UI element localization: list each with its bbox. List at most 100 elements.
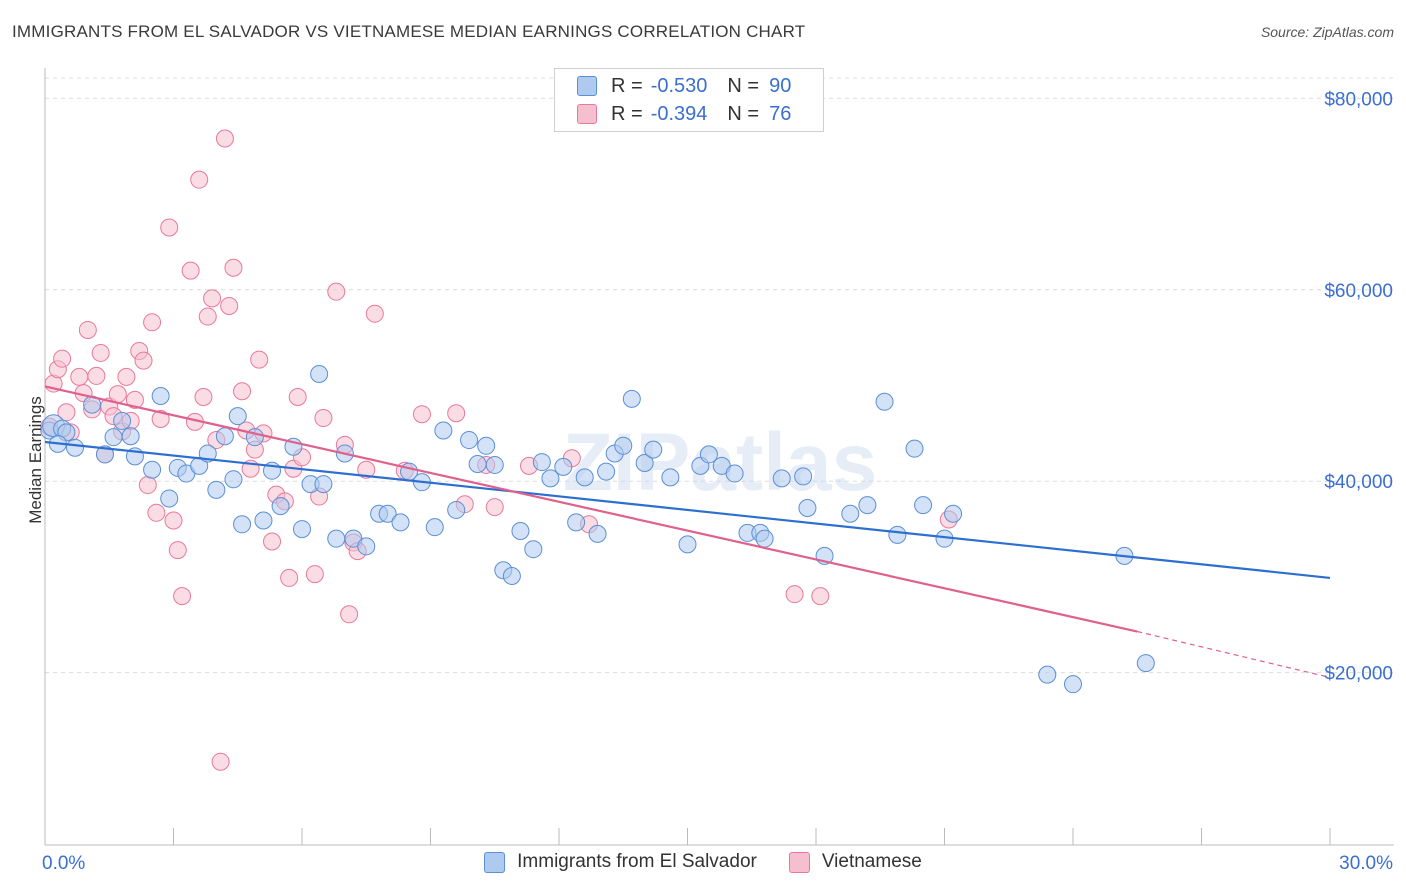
data-point-vietnamese xyxy=(194,387,213,406)
data-point-vietnamese xyxy=(198,307,217,326)
r-label: R = xyxy=(611,74,643,97)
data-point-el-salvador xyxy=(104,428,123,447)
data-point-el-salvador xyxy=(425,518,444,537)
data-point-el-salvador xyxy=(644,440,663,459)
y-tick-label: $60,000 xyxy=(1324,281,1393,302)
data-point-el-salvador xyxy=(485,455,504,474)
data-point-el-salvador xyxy=(794,467,813,486)
data-point-el-salvador xyxy=(661,468,680,487)
data-point-el-salvador xyxy=(914,496,933,515)
data-point-vietnamese xyxy=(447,404,466,423)
data-point-vietnamese xyxy=(263,532,282,551)
data-point-vietnamese xyxy=(412,405,431,424)
data-point-vietnamese xyxy=(70,367,89,386)
data-point-el-salvador xyxy=(875,392,894,411)
data-point-vietnamese xyxy=(211,752,230,771)
data-point-vietnamese xyxy=(785,585,804,604)
r-value: -0.530 xyxy=(650,74,708,97)
data-point-el-salvador xyxy=(614,436,633,455)
data-point-el-salvador xyxy=(233,515,252,534)
data-point-el-salvador xyxy=(310,365,329,383)
y-tick-label: $20,000 xyxy=(1324,664,1393,685)
data-point-vietnamese xyxy=(91,343,110,362)
data-point-vietnamese xyxy=(250,350,269,369)
legend-item-el-salvador: Immigrants from El Salvador xyxy=(484,851,757,873)
data-point-el-salvador xyxy=(597,462,616,481)
legend-row-vietnamese: R = -0.394 N = 76 xyxy=(577,101,791,127)
data-point-el-salvador xyxy=(502,566,521,585)
data-point-el-salvador xyxy=(858,496,877,515)
data-point-vietnamese xyxy=(147,503,166,522)
data-point-vietnamese xyxy=(220,297,239,316)
data-point-vietnamese xyxy=(314,409,333,428)
data-point-el-salvador xyxy=(434,421,453,440)
data-point-vietnamese xyxy=(164,511,183,530)
data-point-el-salvador xyxy=(798,499,817,518)
data-point-vietnamese xyxy=(365,304,384,323)
n-label: N = xyxy=(727,74,760,97)
data-point-el-salvador xyxy=(215,427,234,446)
y-axis-label: Median Earnings xyxy=(26,396,45,524)
data-point-el-salvador xyxy=(151,387,170,406)
data-point-el-salvador xyxy=(207,480,226,499)
trend-line-el-salvador xyxy=(44,440,1331,580)
source-credit: Source: ZipAtlas.com xyxy=(1260,24,1394,40)
data-point-vietnamese xyxy=(485,498,504,517)
data-point-vietnamese xyxy=(117,367,136,386)
data-point-vietnamese xyxy=(327,282,346,301)
data-point-el-salvador xyxy=(725,464,744,483)
data-point-el-salvador xyxy=(271,497,290,516)
data-point-el-salvador xyxy=(160,489,179,508)
data-point-vietnamese xyxy=(181,261,200,280)
data-point-vietnamese xyxy=(280,568,299,587)
chart-title: IMMIGRANTS FROM EL SALVADOR VS VIETNAMES… xyxy=(12,22,806,41)
r-label: R = xyxy=(611,102,643,125)
data-point-vietnamese xyxy=(305,565,324,584)
data-point-vietnamese xyxy=(125,390,144,409)
data-point-el-salvador xyxy=(1064,675,1082,694)
data-point-el-salvador xyxy=(678,535,697,554)
data-point-vietnamese xyxy=(173,587,192,606)
data-point-vietnamese xyxy=(340,605,359,624)
data-point-vietnamese xyxy=(224,258,243,277)
data-point-el-salvador xyxy=(378,504,397,523)
data-point-el-salvador xyxy=(228,407,247,426)
y-tick-label: $40,000 xyxy=(1324,472,1393,493)
axes xyxy=(44,68,1394,846)
data-point-vietnamese xyxy=(357,460,376,479)
grid-lines xyxy=(45,77,1394,674)
data-point-vietnamese xyxy=(151,409,170,428)
data-point-vietnamese xyxy=(233,382,252,401)
el-salvador-points xyxy=(40,365,1155,694)
data-point-vietnamese xyxy=(87,366,106,385)
data-point-vietnamese xyxy=(138,476,157,495)
legend-item-vietnamese: Vietnamese xyxy=(788,851,922,873)
data-point-el-salvador xyxy=(554,457,573,476)
data-point-vietnamese xyxy=(811,587,830,606)
data-point-vietnamese xyxy=(53,349,72,368)
data-point-vietnamese xyxy=(203,289,222,308)
trend-line-vietnamese xyxy=(44,385,1138,633)
data-point-el-salvador xyxy=(541,469,560,488)
data-point-el-salvador xyxy=(944,504,963,523)
data-point-el-salvador xyxy=(588,524,607,543)
data-point-vietnamese xyxy=(78,320,97,339)
data-point-vietnamese xyxy=(288,387,307,406)
series-legend: Immigrants from El Salvador Vietnamese xyxy=(0,851,1406,873)
legend-label: Immigrants from El Salvador xyxy=(517,851,757,872)
data-point-vietnamese xyxy=(190,170,209,189)
tick-labels: $20,000 $40,000 $60,000 $80,000 0.0% 30.0% xyxy=(42,89,1393,874)
x-tick-label: 30.0% xyxy=(1339,853,1393,874)
data-point-el-salvador xyxy=(1136,654,1155,673)
data-point-el-salvador xyxy=(121,427,140,446)
data-point-vietnamese xyxy=(168,541,187,560)
trend-lines xyxy=(44,385,1331,679)
data-point-el-salvador xyxy=(1038,665,1057,684)
pink-swatch xyxy=(577,104,597,124)
r-value: -0.394 xyxy=(650,102,708,125)
data-point-el-salvador xyxy=(888,525,907,544)
data-point-vietnamese xyxy=(143,313,162,332)
data-point-el-salvador xyxy=(224,470,243,489)
data-point-el-salvador xyxy=(143,460,162,479)
data-point-el-salvador xyxy=(635,454,654,473)
